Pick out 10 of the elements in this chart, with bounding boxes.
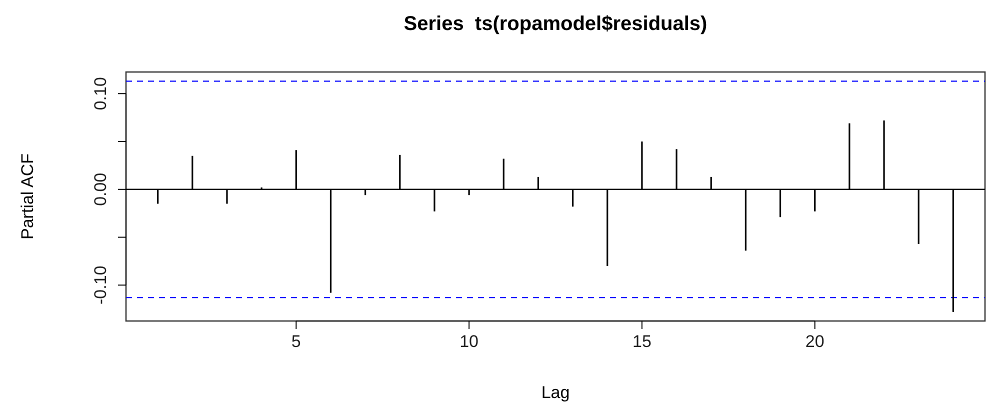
y-tick-label: -0.10 xyxy=(91,266,110,304)
x-tick-label: 15 xyxy=(632,332,652,352)
y-tick-label: 0.10 xyxy=(91,77,110,110)
x-tick-label: 5 xyxy=(291,332,301,352)
y-tick-label: 0.00 xyxy=(91,172,110,206)
x-tick-label: 20 xyxy=(805,332,824,352)
chart-title: Series ts(ropamodel$residuals) xyxy=(404,13,708,35)
x-tick-label: 10 xyxy=(460,332,479,352)
y-axis-title: Partial ACF xyxy=(18,154,37,240)
x-axis-title: Lag xyxy=(541,383,570,402)
